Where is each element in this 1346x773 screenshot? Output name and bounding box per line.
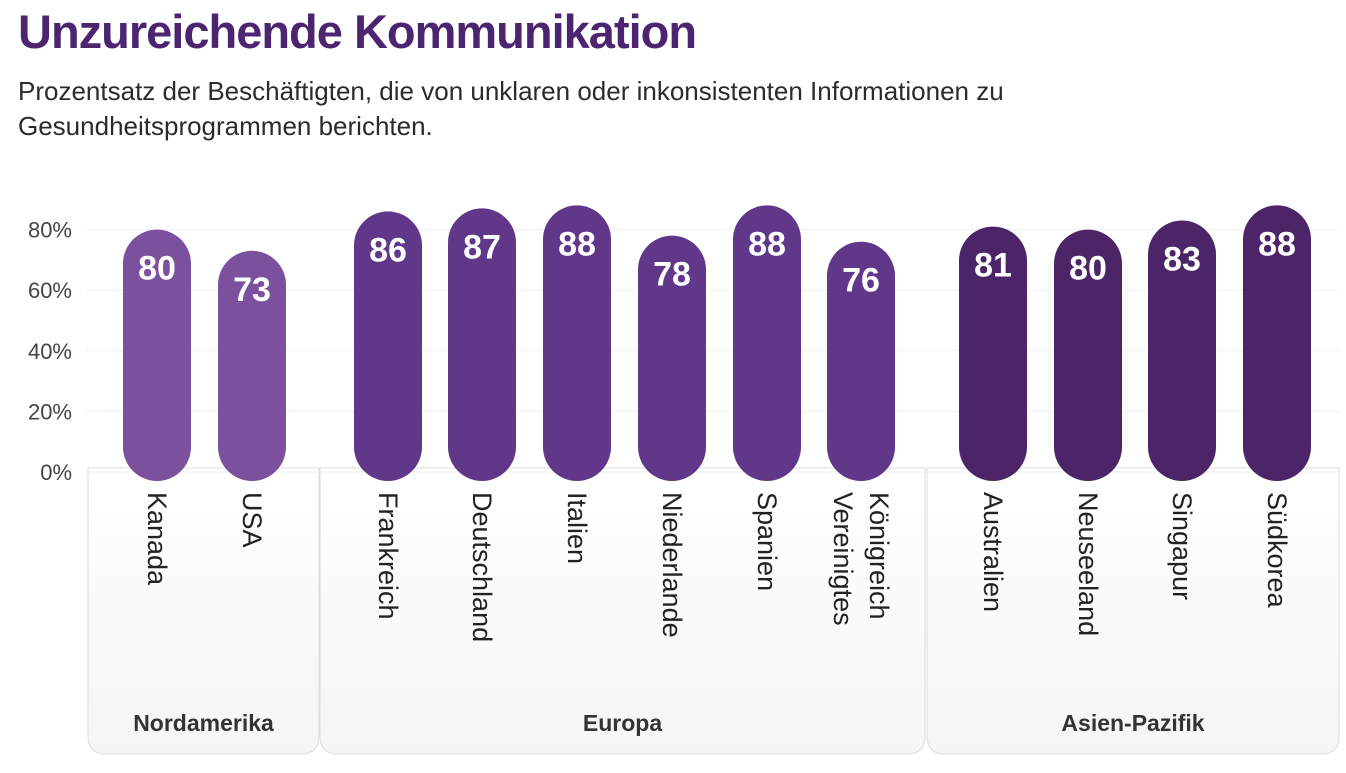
category-label-line: Deutschland: [467, 492, 497, 642]
value-label: 88: [558, 225, 596, 263]
y-tick-label: 40%: [28, 339, 72, 364]
category-label-niederlande: Niederlande: [657, 492, 687, 638]
value-label: 78: [653, 256, 691, 294]
category-label-italien: Italien: [562, 492, 592, 564]
value-label: 88: [1258, 225, 1296, 263]
bar-frankreich: [354, 211, 422, 482]
bar-vereinigtes-koenigreich: [827, 241, 895, 481]
group-panel-asien-pazifik: [926, 467, 1340, 755]
bar-australien: [959, 226, 1027, 481]
category-label-line: Niederlande: [657, 492, 687, 638]
value-label: 73: [233, 271, 271, 309]
value-label: 80: [138, 250, 176, 288]
y-tick-label: 0%: [40, 460, 72, 485]
category-label-frankreich: Frankreich: [373, 492, 403, 620]
chart-subtitle: Prozentsatz der Beschäftigten, die von u…: [18, 76, 1004, 141]
bar-italien: [543, 205, 611, 482]
category-label-line: Australien: [978, 492, 1008, 612]
chart-title: Unzureichende Kommunikation: [18, 5, 697, 58]
category-label-line: USA: [237, 492, 267, 548]
value-label: 80: [1069, 250, 1107, 288]
category-label-line: Frankreich: [373, 492, 403, 620]
category-label-australien: Australien: [978, 492, 1008, 612]
category-label-singapur: Singapur: [1167, 492, 1197, 600]
bar-niederlande: [638, 235, 706, 481]
bar-suedkorea: [1243, 205, 1311, 482]
group-label-asien-pazifik: Asien-Pazifik: [1061, 710, 1204, 736]
category-label-usa: USA: [237, 492, 267, 548]
y-tick-label: 60%: [28, 278, 72, 303]
category-label-neuseeland: Neuseeland: [1073, 492, 1103, 636]
value-label: 76: [842, 262, 880, 300]
category-label-kanada: Kanada: [142, 492, 172, 586]
y-tick-label: 80%: [28, 218, 72, 243]
category-label-line: Neuseeland: [1073, 492, 1103, 636]
group-panel-europa: [319, 467, 926, 755]
value-label: 83: [1163, 241, 1201, 279]
bar-neuseeland: [1054, 229, 1122, 481]
group-label-nordamerika: Nordamerika: [133, 710, 274, 736]
bar-kanada: [123, 229, 191, 481]
bar-spanien: [733, 205, 801, 482]
category-label-vereinigtes-koenigreich: Vereinigtes Königreich: [828, 492, 894, 626]
category-label-line: Italien: [562, 492, 592, 564]
value-label: 86: [369, 231, 407, 269]
category-label-line: Südkorea: [1262, 492, 1292, 609]
category-label-line: Singapur: [1167, 492, 1197, 600]
category-label-deutschland: Deutschland: [467, 492, 497, 642]
category-label-line: Kanada: [142, 492, 172, 586]
group-label-europa: Europa: [583, 710, 662, 736]
bar-singapur: [1148, 220, 1216, 481]
group-panel-nordamerika: [87, 467, 320, 755]
bar-deutschland: [448, 208, 516, 481]
value-label: 87: [463, 228, 501, 266]
y-tick-label: 20%: [28, 399, 72, 424]
bar-usa: [218, 250, 286, 481]
value-label: 81: [974, 247, 1012, 285]
category-label-line: Königreich: [864, 492, 894, 620]
value-label: 88: [748, 225, 786, 263]
category-label-spanien: Spanien: [752, 492, 782, 591]
category-label-line: Spanien: [752, 492, 782, 591]
category-label-line: Vereinigtes: [828, 492, 858, 626]
category-label-suedkorea: Südkorea: [1262, 492, 1292, 609]
